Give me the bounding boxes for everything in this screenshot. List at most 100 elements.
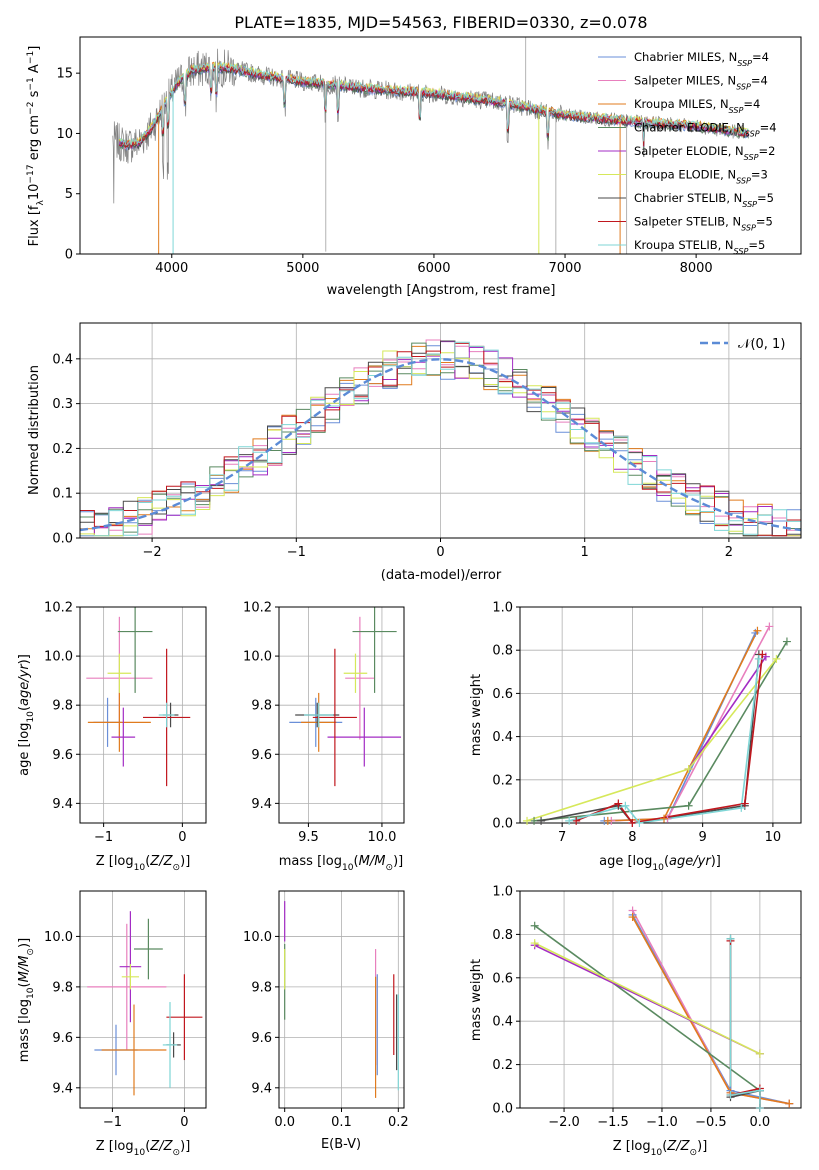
mass-z-panel: −1 0 9.4 9.6 9.8 10.0 Z [log10(Z/Z⊙)] mass [log… [17, 890, 207, 1158]
y-axis-label: Normed distribution [27, 365, 42, 495]
x-axis-label: Z [log10(Z/Z⊙)] [613, 1139, 708, 1158]
legend-entry: Chabrier STELIB, NSSP=5 [634, 191, 774, 209]
legend-entry: Kroupa MILES, NSSP=4 [634, 97, 760, 115]
spectrum-panel: 4000 5000 6000 7000 8000 0 5 10 15 Chabrier MILES… [26, 36, 802, 298]
legend-entry: Chabrier ELODIE, NSSP=4 [634, 121, 777, 139]
weight-marker [726, 934, 735, 943]
y-tick-label: 9.6 [251, 1031, 272, 1046]
y-tick-label: 10.0 [243, 650, 272, 665]
y-tick-label: 0 [65, 248, 73, 263]
y-tick-label: 0.8 [492, 928, 513, 943]
weight-series-line [687, 656, 767, 770]
weight-marker [755, 1049, 764, 1058]
spectrum-legend: Chabrier MILES, NSSP=4 Salpeter MILES, NS… [598, 50, 777, 256]
residual-panel: −2 −1 0 1 2 0.0 0.1 0.2 0.3 0.4 𝒩(0, 1) (data-model… [27, 322, 802, 583]
age-mass-panel: 9.5 10.0 9.4 9.6 9.8 10.0 10.2 mass [log10(M/M⊙… [243, 601, 405, 873]
y-tick-label: 0.4 [492, 730, 513, 745]
legend-entry: Salpeter MILES, NSSP=4 [634, 74, 768, 92]
y-tick-label: 10.0 [243, 930, 272, 945]
axes-frame [519, 890, 802, 1109]
x-tick-label: 7 [558, 830, 566, 845]
x-tick-label: −1 [103, 1115, 122, 1130]
legend-entry: Chabrier MILES, NSSP=4 [634, 50, 769, 68]
weight-series-line [540, 654, 760, 823]
x-tick-label: 1 [581, 545, 589, 560]
y-tick-label: 0.6 [492, 971, 513, 986]
weight-series-line [729, 940, 761, 1108]
weight-marker [740, 799, 749, 808]
y-tick-label: 0.4 [52, 352, 73, 367]
x-tick-label: 10 [765, 830, 782, 845]
y-tick-label: 0.2 [492, 1058, 513, 1073]
axes-frame [278, 606, 405, 824]
weight-series-line [534, 942, 761, 1055]
residual-histogram-step [80, 341, 801, 537]
y-tick-label: 10 [56, 127, 73, 142]
x-axis-label: wavelength [Angstrom, rest frame] [327, 283, 556, 298]
x-tick-label: −1 [94, 830, 113, 845]
x-tick-label: 8 [628, 830, 636, 845]
axes-frame [79, 36, 802, 255]
model-fit-line [118, 63, 749, 150]
x-tick-label: −2 [143, 545, 162, 560]
plot-area [86, 607, 191, 787]
y-tick-label: 9.4 [251, 797, 272, 812]
weight-marker [530, 816, 539, 825]
weight-marker [621, 801, 630, 810]
weight-series-line [729, 938, 761, 1108]
x-tick-label: 4000 [155, 261, 188, 276]
weight-marker [635, 819, 644, 827]
plot-area [526, 626, 788, 823]
y-tick-label: 0.0 [492, 817, 513, 832]
y-tick-label: 9.8 [52, 980, 73, 995]
y-axis-label: age [log10(age/yr)] [17, 654, 36, 776]
weight-marker [572, 816, 581, 825]
x-tick-label: 0.0 [274, 1115, 295, 1130]
weight-marker [755, 1104, 764, 1112]
x-tick-label: −1.0 [646, 1115, 678, 1130]
y-tick-label: 1.0 [492, 885, 513, 900]
weight-series-line [533, 641, 788, 822]
y-tick-label: 0.2 [52, 442, 73, 457]
y-tick-label: 15 [56, 67, 73, 82]
weight-marker [772, 654, 781, 663]
y-tick-label: 0.0 [52, 532, 73, 547]
weight-marker [603, 816, 612, 825]
y-tick-label: 0.6 [492, 687, 513, 702]
y-tick-label: 5 [65, 187, 73, 202]
weight-marker [565, 816, 574, 825]
model-fit-line [118, 65, 750, 150]
y-tick-label: 9.4 [251, 1081, 272, 1096]
weight-series-line [534, 925, 761, 1092]
y-tick-label: 10.2 [243, 601, 272, 616]
axes-frame [79, 890, 207, 1109]
x-tick-label: 0 [178, 830, 186, 845]
y-tick-label: 9.4 [52, 797, 73, 812]
x-tick-label: −1 [287, 545, 306, 560]
x-tick-label: 10.0 [367, 830, 396, 845]
y-tick-label: 9.8 [251, 699, 272, 714]
y-tick-label: 10.0 [44, 650, 73, 665]
x-tick-label: 0 [180, 1115, 188, 1130]
x-tick-label: 0.0 [750, 1115, 771, 1130]
y-tick-label: 9.8 [52, 699, 73, 714]
weight-marker [660, 814, 669, 823]
y-tick-label: 9.6 [251, 748, 272, 763]
weight-series-line [568, 658, 760, 823]
weight-marker [737, 803, 746, 812]
weight-series-line [729, 938, 761, 1108]
weight-marker [537, 816, 546, 825]
y-tick-label: 10.0 [44, 930, 73, 945]
weight-marker [754, 654, 763, 663]
x-tick-label: −2.0 [548, 1115, 580, 1130]
plot-area [80, 339, 801, 537]
chart-title: PLATE=1835, MJD=54563, FIBERID=0330, z=0… [234, 13, 647, 32]
model-fit-line [119, 62, 749, 146]
weight-marker [782, 637, 791, 646]
weight-age-panel: 7 8 9 10 0.0 0.2 0.4 0.6 0.8 1.0 age [log10(age/yr… [469, 601, 802, 873]
x-tick-label: −0.5 [695, 1115, 727, 1130]
y-axis-label: Flux [fλ10−17 erg cm−2 s−1 A−1] [26, 46, 46, 247]
x-tick-label: 2 [725, 545, 733, 560]
x-axis-label: Z [log10(Z/Z⊙)] [96, 1139, 191, 1158]
y-axis-label: mass weight [469, 674, 484, 756]
